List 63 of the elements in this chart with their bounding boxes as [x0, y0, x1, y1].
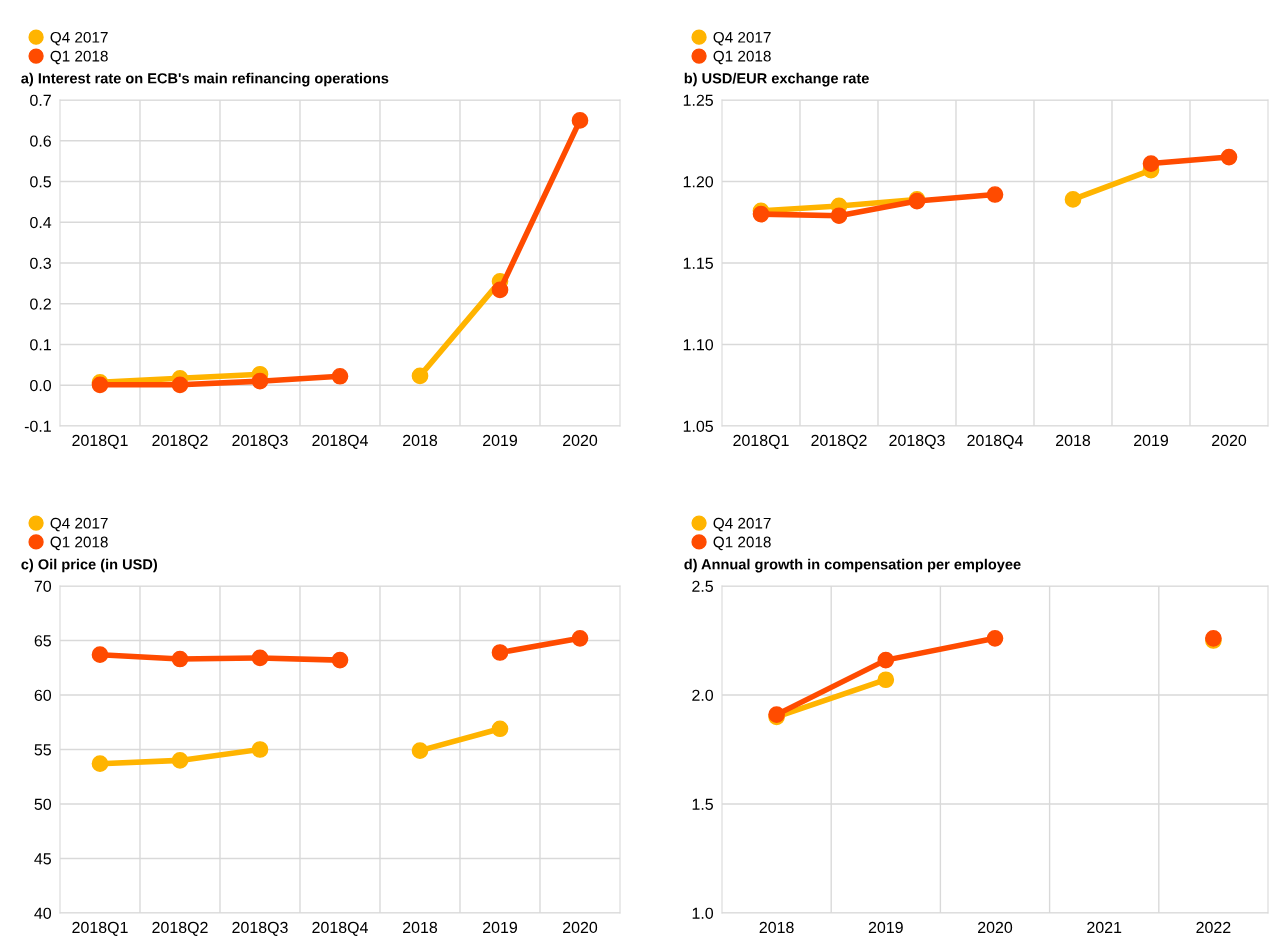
y-tick-label: 50 — [34, 798, 52, 810]
x-tick-label: 2018 — [403, 434, 438, 447]
y-tick-label: 2.0 — [692, 689, 714, 701]
legend-label: Q4 2017 — [50, 31, 108, 46]
x-tick-label: 2018 — [759, 921, 794, 934]
chart-title: b) USD/EUR exchange rate — [684, 72, 869, 87]
y-tick-label: 0.3 — [30, 257, 51, 269]
chart-title: d) Annual growth in compensation per employee — [684, 558, 1021, 573]
x-tick-label: 2020 — [563, 921, 598, 934]
x-tick-label: 2020 — [978, 921, 1013, 934]
legend-label: Q4 2017 — [50, 517, 108, 532]
x-tick-label: 2018Q2 — [811, 434, 867, 449]
chart-title: a) Interest rate on ECB's main refinancing operations — [21, 72, 389, 87]
x-tick-label: 2018Q1 — [733, 434, 789, 449]
x-tick-label: 2020 — [563, 434, 598, 447]
x-tick-label: 2018Q1 — [72, 921, 128, 936]
y-tick-label: 1.10 — [683, 339, 714, 351]
y-tick-label: 0.2 — [30, 298, 51, 310]
x-tick-label: 2018Q2 — [152, 434, 208, 449]
x-tick-label: 2018Q3 — [232, 921, 288, 936]
x-tick-label: 2018 — [403, 921, 438, 934]
x-tick-label: 2018Q2 — [152, 921, 208, 936]
y-tick-label: 60 — [34, 689, 52, 701]
y-tick-label: 0.1 — [30, 339, 51, 351]
legend-label: Q1 2018 — [50, 50, 108, 65]
x-tick-label: 2019 — [483, 434, 518, 447]
y-tick-label: 40 — [34, 907, 52, 919]
y-tick-label: 0.4 — [30, 216, 52, 229]
x-tick-label: 2018Q4 — [967, 434, 1023, 449]
y-tick-label: 1.05 — [683, 420, 713, 432]
y-tick-label: 0.7 — [30, 94, 51, 106]
y-tick-label: 1.5 — [692, 798, 713, 810]
y-tick-label: 1.25 — [683, 94, 713, 106]
y-tick-label: 65 — [34, 635, 51, 647]
legend-label: Q1 2018 — [50, 536, 108, 551]
x-tick-label: 2018Q1 — [72, 434, 128, 449]
y-tick-label: 1.15 — [683, 257, 713, 269]
x-tick-label: 2021 — [1087, 921, 1122, 934]
x-tick-label: 2019 — [483, 921, 518, 934]
x-tick-label: 2018Q3 — [232, 434, 288, 449]
legend-label: Q4 2017 — [713, 31, 771, 46]
y-tick-label: 0.6 — [30, 135, 51, 147]
x-tick-label: 2018Q4 — [312, 921, 368, 936]
y-tick-label: 1.0 — [692, 907, 714, 919]
x-tick-label: 2020 — [1212, 434, 1247, 447]
legend-label: Q1 2018 — [713, 536, 771, 551]
legend-label: Q4 2017 — [713, 517, 771, 532]
x-tick-label: 2018Q3 — [889, 434, 945, 449]
x-tick-label: 2018Q4 — [312, 434, 368, 449]
y-tick-label: 1.20 — [683, 176, 714, 188]
y-tick-label: 0.5 — [30, 176, 51, 188]
x-tick-label: 2019 — [1134, 434, 1169, 447]
x-tick-label: 2018 — [1056, 434, 1091, 447]
y-tick-label: 55 — [34, 744, 51, 756]
y-tick-label: 45 — [34, 853, 51, 865]
x-tick-label: 2019 — [868, 921, 903, 934]
y-tick-label: 2.5 — [692, 580, 713, 592]
legend-label: Q1 2018 — [713, 50, 771, 65]
y-tick-label: 0.0 — [30, 379, 52, 392]
y-tick-label: 70 — [34, 580, 52, 592]
chart-title: c) Oil price (in USD) — [21, 558, 158, 573]
x-tick-label: 2022 — [1196, 921, 1231, 934]
y-tick-label: -0.1 — [24, 420, 51, 432]
